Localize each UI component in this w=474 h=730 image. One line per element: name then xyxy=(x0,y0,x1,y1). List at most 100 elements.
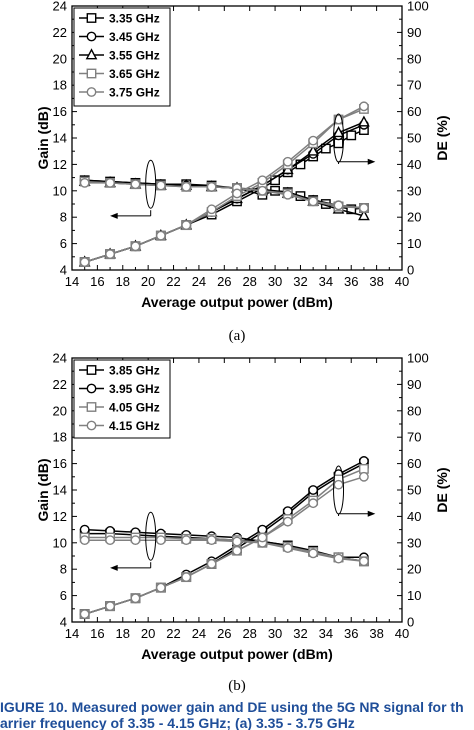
gain-point xyxy=(359,556,369,567)
gain-point xyxy=(282,543,293,553)
subfigure-label: (b) xyxy=(228,678,246,694)
y2-tick-label: 70 xyxy=(407,430,421,445)
subfigure-label: (a) xyxy=(229,328,246,344)
de-point xyxy=(282,516,293,527)
y-axis-label: Gain (dB) xyxy=(35,459,51,522)
legend-entry: 3.55 GHz xyxy=(109,49,160,63)
y2-tick-label: 60 xyxy=(407,456,421,471)
x-tick-label: 34 xyxy=(319,274,333,289)
de-point xyxy=(282,156,293,167)
y-tick-label: 14 xyxy=(53,483,67,498)
x-tick-label: 32 xyxy=(293,274,307,289)
y-tick-label: 4 xyxy=(60,263,67,278)
gain-point xyxy=(155,535,166,546)
y-tick-label: 18 xyxy=(53,430,67,445)
gain-group-ellipse xyxy=(145,511,157,561)
x-tick-label: 24 xyxy=(192,274,206,289)
x-tick-label: 20 xyxy=(141,274,155,289)
de-point xyxy=(333,138,344,149)
gain-point xyxy=(257,185,268,196)
series-4-15-ghz xyxy=(79,471,369,619)
de-point xyxy=(257,524,268,535)
de-arrow-head xyxy=(367,158,376,165)
legend-marker xyxy=(86,31,97,42)
y2-tick-label: 10 xyxy=(407,236,421,251)
chart-b: 14 16 18 20 22 24 26 28 30 32 34 36 38 40 4 6 8 10 12 14 16 1… xyxy=(35,351,450,695)
series-3-75-ghz xyxy=(79,101,369,267)
y-tick-label: 8 xyxy=(60,562,67,577)
gain-point xyxy=(105,535,115,546)
gain-point xyxy=(130,535,141,546)
de-point xyxy=(282,506,293,517)
x-tick-label: 20 xyxy=(141,626,155,641)
de-point xyxy=(308,485,319,495)
y2-tick-label: 90 xyxy=(407,25,421,40)
x-tick-label: 22 xyxy=(166,274,180,289)
y-tick-label: 24 xyxy=(53,0,67,14)
de-point xyxy=(257,532,268,543)
y-axis-label: Gain (dB) xyxy=(35,107,51,170)
series-3-35-ghz xyxy=(79,125,369,267)
x-axis-label: Average output power (dBm) xyxy=(141,646,333,662)
de-point xyxy=(320,143,331,154)
y-tick-label: 22 xyxy=(53,377,67,392)
gain-point xyxy=(308,548,319,559)
de-point xyxy=(359,463,369,474)
y2-axis-label: DE (%) xyxy=(434,467,450,512)
y2-tick-label: 100 xyxy=(407,0,429,14)
de-point xyxy=(346,130,357,141)
de-point xyxy=(105,601,115,612)
caption-line-2: arrier frequency of 3.35 - 4.15 GHz; (a)… xyxy=(0,715,355,730)
x-tick-label: 38 xyxy=(369,626,383,641)
legend-entry: 3.45 GHz xyxy=(109,30,160,44)
de-point xyxy=(232,188,242,199)
y-tick-label: 24 xyxy=(53,351,67,366)
x-tick-label: 14 xyxy=(65,274,79,289)
gain-point xyxy=(358,209,370,221)
de-point xyxy=(308,498,319,509)
de-point xyxy=(206,559,217,569)
legend-marker xyxy=(86,87,97,97)
x-tick-label: 30 xyxy=(268,626,282,641)
x-tick-label: 18 xyxy=(116,626,130,641)
gain-point xyxy=(130,179,141,190)
legend-entry: 3.75 GHz xyxy=(109,86,160,100)
legend-marker xyxy=(85,48,98,60)
de-point xyxy=(181,220,192,231)
de-point xyxy=(79,609,90,619)
legend-marker xyxy=(86,402,97,412)
gain-point xyxy=(232,536,242,547)
gain-point xyxy=(79,535,90,546)
y-tick-label: 20 xyxy=(53,51,67,66)
de-line xyxy=(84,108,365,263)
gain-point xyxy=(282,189,293,200)
y-tick-label: 16 xyxy=(53,104,67,119)
x-tick-label: 40 xyxy=(395,274,409,289)
gain-point xyxy=(105,177,115,188)
x-tick-label: 36 xyxy=(344,626,358,641)
y-tick-label: 18 xyxy=(53,78,67,93)
de-point xyxy=(232,545,242,556)
gain-point xyxy=(333,200,344,211)
y-tick-label: 16 xyxy=(53,456,67,471)
y2-tick-label: 80 xyxy=(407,51,421,66)
y2-tick-label: 40 xyxy=(407,157,421,172)
y2-tick-label: 0 xyxy=(407,263,414,278)
gain-point xyxy=(79,524,90,535)
y-tick-label: 10 xyxy=(53,535,67,550)
de-point xyxy=(130,593,141,604)
x-tick-label: 40 xyxy=(395,626,409,641)
y-tick-label: 6 xyxy=(60,588,67,603)
y2-tick-label: 20 xyxy=(407,210,421,225)
x-tick-label: 32 xyxy=(293,626,307,641)
x-tick-label: 24 xyxy=(192,626,206,641)
gain-point xyxy=(308,196,319,207)
de-point xyxy=(130,241,141,252)
x-tick-label: 28 xyxy=(242,626,256,641)
y-tick-label: 12 xyxy=(53,509,67,524)
y2-tick-label: 30 xyxy=(407,535,421,550)
y2-axis-label: DE (%) xyxy=(434,115,450,160)
y2-tick-label: 80 xyxy=(407,403,421,418)
legend-entry: 3.65 GHz xyxy=(109,67,160,81)
